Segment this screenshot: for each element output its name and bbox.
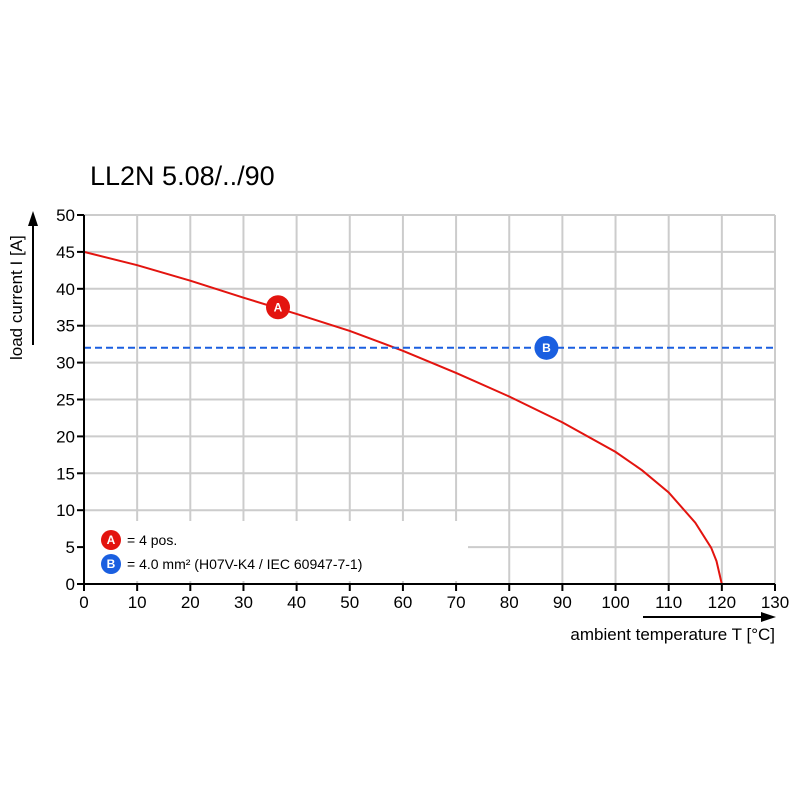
legend-marker-letter: B	[107, 557, 116, 571]
x-tick-label: 80	[500, 593, 519, 612]
y-tick-label: 15	[56, 464, 75, 483]
y-tick-label: 0	[66, 575, 75, 594]
x-tick-label: 70	[447, 593, 466, 612]
y-tick-label: 20	[56, 427, 75, 446]
chart-title: LL2N 5.08/../90	[90, 161, 275, 191]
x-tick-label: 130	[761, 593, 789, 612]
y-axis-arrow-head	[28, 211, 38, 226]
x-tick-label: 90	[553, 593, 572, 612]
y-tick-label: 50	[56, 206, 75, 225]
x-axis-arrow-head	[761, 612, 776, 622]
legend-marker-A	[101, 530, 121, 550]
x-tick-label: 110	[655, 593, 682, 612]
legend-marker-letter: A	[107, 533, 116, 547]
x-tick-label: 50	[340, 593, 359, 612]
x-tick-label: 40	[287, 593, 306, 612]
series-markers: AB	[266, 295, 559, 360]
x-tick-label: 20	[181, 593, 200, 612]
series-marker-B	[534, 335, 559, 360]
series-marker-letter: B	[542, 341, 551, 355]
x-tick-label: 30	[234, 593, 253, 612]
legend-background	[84, 521, 468, 581]
legend-item-text: = 4 pos.	[127, 532, 177, 548]
legend-marker-B	[101, 554, 121, 574]
legend: A = 4 pos. B = 4.0 mm² (H07V-K4 / IEC 60947…	[101, 530, 362, 574]
x-axis-title: ambient temperature T [°C]	[570, 625, 775, 644]
y-tick-label: 5	[66, 538, 75, 557]
x-axis-title-group: ambient temperature T [°C]	[570, 612, 776, 644]
series-marker-letter: A	[274, 300, 283, 314]
x-tick-label: 120	[708, 593, 736, 612]
series-layer	[83, 250, 775, 585]
y-tick-label: 25	[56, 391, 75, 410]
y-tick-label: 40	[56, 280, 75, 299]
x-tick-label: 60	[393, 593, 412, 612]
axes: 0 10 20 30 40 50 60 70 80 90 100 110 120 130 0 5 10 15 20 2…	[56, 206, 789, 612]
y-tick-label: 30	[56, 354, 75, 373]
x-tick-label: 0	[79, 593, 88, 612]
y-axis-title-group: load current I [A]	[7, 211, 38, 360]
x-tick-label: 100	[601, 593, 629, 612]
y-tick-label: 10	[56, 501, 75, 520]
series-marker-A	[266, 295, 291, 320]
legend-item-text: = 4.0 mm² (H07V-K4 / IEC 60947-7-1)	[127, 556, 362, 572]
y-tick-label: 45	[56, 243, 75, 262]
series-line-A	[83, 250, 723, 585]
y-tick-label: 35	[56, 317, 75, 336]
x-tick-label: 10	[128, 593, 147, 612]
y-axis-title: load current I [A]	[7, 235, 26, 360]
